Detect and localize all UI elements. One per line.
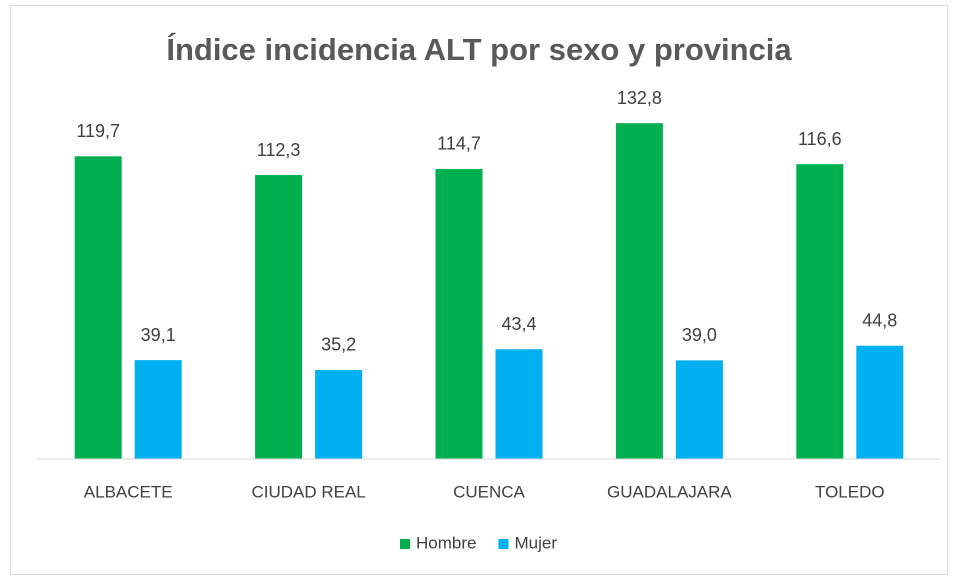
bar — [495, 349, 543, 459]
legend-swatch — [400, 539, 410, 549]
data-label: 116,6 — [798, 129, 842, 149]
bar — [74, 156, 122, 459]
bar — [796, 164, 844, 459]
bar — [134, 360, 182, 459]
bar — [435, 168, 483, 460]
data-label: 39,1 — [141, 325, 176, 345]
bar — [675, 360, 723, 459]
x-tick-label: TOLEDO — [815, 482, 885, 501]
bar — [856, 345, 904, 459]
data-label: 39,0 — [682, 325, 717, 345]
data-label: 35,2 — [321, 335, 356, 355]
bar — [615, 123, 663, 459]
chart-title: Índice incidencia ALT por sexo y provinc… — [166, 32, 792, 67]
legend-swatch — [498, 539, 509, 549]
bar — [255, 175, 303, 459]
bar — [315, 369, 363, 459]
x-tick-label: CIUDAD REAL — [251, 482, 365, 501]
data-label: 119,7 — [76, 121, 120, 141]
data-label: 44,8 — [862, 310, 897, 330]
data-label: 132,8 — [617, 88, 662, 108]
data-label: 43,4 — [501, 314, 536, 334]
x-tick-label: GUADALAJARA — [607, 482, 732, 501]
x-tick-label: CUENCA — [453, 482, 525, 501]
legend-label: Hombre — [416, 533, 476, 552]
legend-label: Mujer — [514, 533, 557, 552]
data-label: 112,3 — [257, 140, 301, 160]
data-label: 114,7 — [437, 134, 481, 154]
x-tick-label: ALBACETE — [84, 482, 173, 501]
